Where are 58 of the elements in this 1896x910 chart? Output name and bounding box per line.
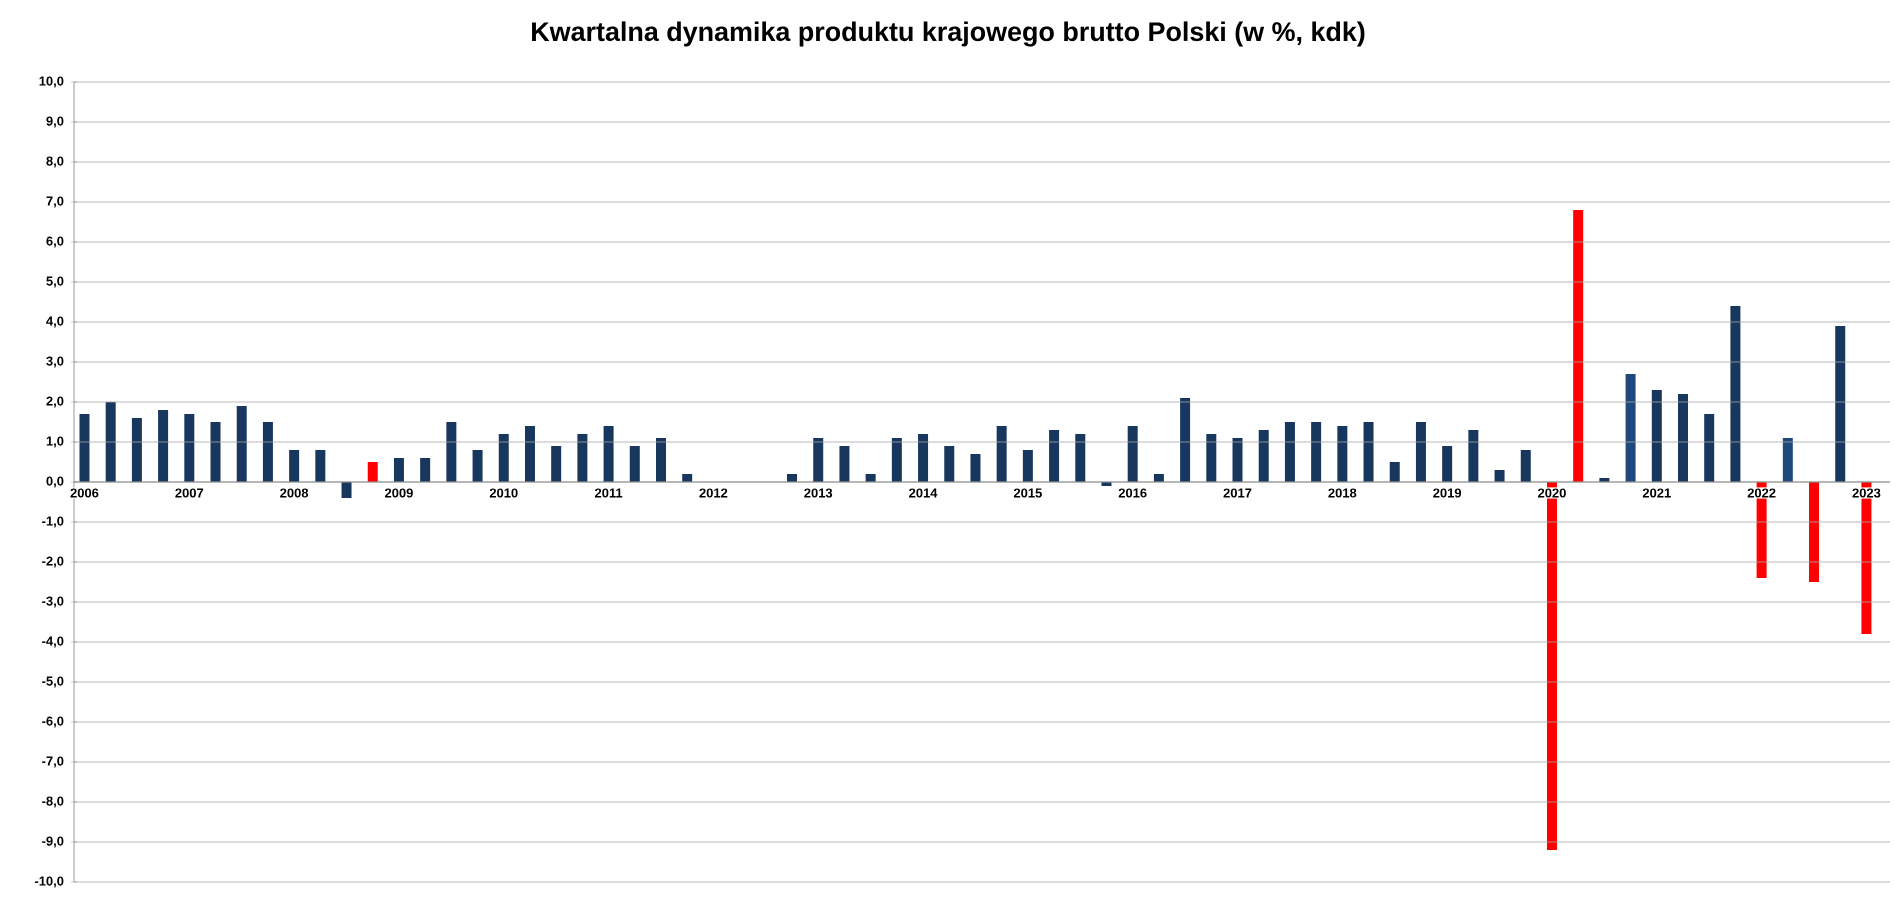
bar xyxy=(1782,437,1793,482)
bar xyxy=(1809,481,1820,582)
bar xyxy=(184,413,195,482)
bar xyxy=(341,481,352,498)
bar xyxy=(210,421,221,482)
bar xyxy=(1258,429,1269,482)
bar xyxy=(367,461,378,482)
bar xyxy=(1180,397,1191,482)
bar xyxy=(289,449,300,482)
bar xyxy=(629,445,640,482)
bar xyxy=(1127,425,1138,482)
bar xyxy=(656,437,666,482)
bar xyxy=(105,401,116,482)
bar xyxy=(1573,209,1584,482)
bar xyxy=(1520,449,1531,482)
chart-title: Kwartalna dynamika produktu krajowego brutto Polski (w %, kdk) xyxy=(532,21,1365,47)
bar xyxy=(158,409,169,482)
bar xyxy=(891,437,902,482)
bar xyxy=(839,445,850,482)
bar xyxy=(262,421,273,482)
bar xyxy=(1206,433,1217,482)
bar xyxy=(524,425,535,482)
bar xyxy=(1678,393,1688,482)
bar xyxy=(551,445,562,482)
bar xyxy=(918,433,929,482)
bar xyxy=(1730,305,1741,482)
bar xyxy=(603,425,614,482)
bar xyxy=(498,433,509,482)
bar xyxy=(1415,421,1426,482)
bar xyxy=(131,417,142,482)
bar xyxy=(1337,425,1348,482)
bar xyxy=(944,445,955,482)
bar xyxy=(1835,325,1846,482)
bar xyxy=(79,413,90,482)
bar xyxy=(996,425,1007,482)
bar xyxy=(1704,413,1715,482)
bar xyxy=(1363,421,1374,482)
bar xyxy=(236,405,247,482)
bar xyxy=(577,433,588,482)
bar xyxy=(393,457,404,482)
bar xyxy=(1075,433,1086,482)
bar xyxy=(1284,421,1295,482)
bar xyxy=(1389,461,1400,482)
bar xyxy=(1311,421,1322,482)
bar xyxy=(446,421,457,482)
bar xyxy=(1651,389,1662,482)
bar xyxy=(420,457,431,482)
bar xyxy=(1022,449,1033,482)
bar xyxy=(472,449,483,482)
bar xyxy=(1494,469,1505,482)
bar xyxy=(1232,437,1243,482)
bar xyxy=(1625,373,1636,482)
bar xyxy=(1049,429,1060,482)
bar xyxy=(1468,429,1479,482)
bar xyxy=(813,437,824,482)
bar xyxy=(1442,445,1453,482)
bar xyxy=(970,453,981,482)
bar xyxy=(315,449,326,482)
